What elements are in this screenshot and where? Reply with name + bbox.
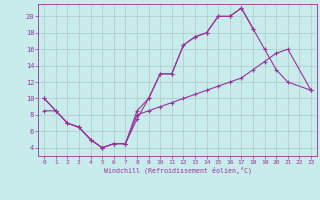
X-axis label: Windchill (Refroidissement éolien,°C): Windchill (Refroidissement éolien,°C) [104, 167, 252, 174]
